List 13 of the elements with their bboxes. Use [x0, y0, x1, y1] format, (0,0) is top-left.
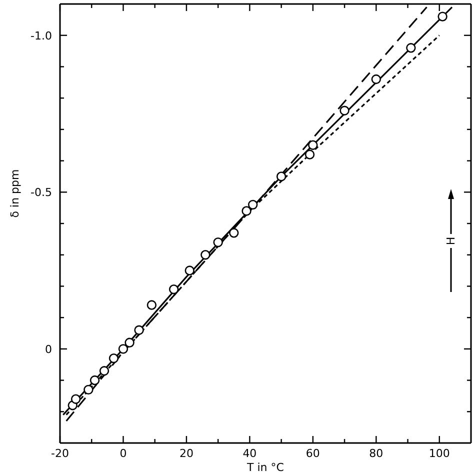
x-tick-label: 20: [179, 447, 194, 460]
y-tick-label: 0: [45, 342, 52, 356]
x-axis-title: T in °C: [246, 461, 284, 474]
y-axis-title: δ in ppm: [8, 169, 22, 218]
x-tick-label: 100: [428, 447, 450, 460]
y-tick-label: -0.5: [30, 186, 52, 200]
x-tick-label: 80: [369, 447, 384, 460]
x-tick-label: 0: [120, 447, 127, 460]
x-tick-label: 60: [306, 447, 320, 460]
annotation: H: [444, 236, 458, 246]
x-tick-label: -20: [51, 447, 69, 460]
x-tick-label: 40: [242, 447, 257, 460]
y-tick-label: -1.0: [30, 29, 52, 42]
